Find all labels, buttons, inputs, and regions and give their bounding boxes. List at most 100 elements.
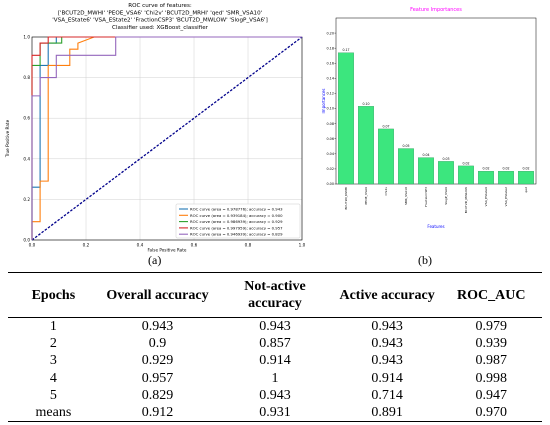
- fi-bar-value-label: 0.05: [402, 144, 409, 148]
- table-cell: 0.914: [371, 370, 403, 386]
- table-cell: 0.979: [475, 319, 508, 334]
- fi-bar: [398, 148, 414, 185]
- table-cell: 0.943: [259, 319, 291, 334]
- table-cell: 0.891: [371, 405, 403, 421]
- fi-ylabel: Importances: [322, 88, 326, 113]
- fi-bar: [358, 106, 374, 185]
- feature-importance-chart: Feature Importances 0.00 0.02 0.04 0.06 0.08 0…: [321, 7, 537, 229]
- header-roc-auc: ROC_AUC: [457, 287, 526, 303]
- fi-bar: [458, 165, 474, 185]
- table-row: 1 0.943 0.943 0.943 0.979: [8, 318, 542, 336]
- fi-bar-value-label: 0.02: [522, 167, 529, 171]
- table-cell: 0.939: [475, 336, 508, 352]
- table-cell: 0.714: [371, 387, 403, 403]
- table-cell: 0.943: [371, 319, 403, 334]
- fi-ytick-label: 0.04: [326, 152, 334, 156]
- roc-title-line: Classifier used: XGBoost_classifier: [112, 25, 209, 31]
- table-cell: means: [35, 405, 72, 421]
- fi-ytick-label: 0.00: [326, 182, 334, 186]
- table-cell: 2: [49, 336, 57, 352]
- roc-series-line: [31, 36, 302, 240]
- header-active-accuracy: Active accuracy: [339, 287, 435, 303]
- table-row: 4 0.957 1 0.914 0.998: [8, 370, 542, 387]
- roc-xtick-label: 0.4: [137, 243, 144, 248]
- table-row: 5 0.829 0.943 0.714 0.947: [8, 387, 542, 404]
- roc-xtick-label: 1.0: [299, 243, 306, 248]
- table-cell: 0.914: [259, 353, 291, 369]
- header-not-active-accuracy: Not-active accuracy: [244, 279, 306, 311]
- roc-series-line: [31, 36, 302, 240]
- table-cell: 1: [49, 319, 57, 334]
- fi-bar: [378, 128, 394, 185]
- roc-diagonal-line: [31, 36, 303, 241]
- table-cell: 3: [49, 353, 57, 369]
- fi-ytick-label: 0.02: [326, 167, 334, 171]
- table-cell: 0.970: [475, 405, 508, 421]
- table-cell: 0.943: [259, 387, 291, 403]
- fi-bar-value-label: 0.03: [442, 157, 449, 161]
- table-cell: 0.9: [148, 336, 167, 352]
- roc-xtick-label: 0.8: [245, 243, 252, 248]
- table-cell: 0.929: [141, 353, 174, 369]
- roc-title-line: ['BCUT2D_MWHI' 'PEOE_VSA6' 'Chi2v' 'BCUT…: [58, 10, 262, 16]
- roc-chart: ROC curve of features:['BCUT2D_MWHI' 'PE…: [5, 3, 306, 253]
- fi-plot-frame: [335, 17, 537, 185]
- fi-ytick-label: 0.06: [326, 137, 334, 141]
- roc-ytick-label: 1.0: [23, 35, 30, 40]
- sublabel-b: (b): [418, 253, 432, 267]
- table-cell: 0.943: [141, 319, 174, 334]
- roc-chart-panel: ROC curve of features: ['BCUT2D_MWHI' 'PE…: [0, 0, 315, 253]
- table-cell: 1: [271, 370, 279, 386]
- fi-xtick-label: FractionCSP3: [424, 187, 428, 207]
- roc-ytick-label: 0.8: [23, 75, 30, 80]
- roc-legend-label: ROC curve (area = 0.986939); accuracy = …: [190, 219, 283, 224]
- roc-legend: [175, 203, 301, 239]
- fi-ytick-label: 0.20: [326, 31, 334, 35]
- header-overall-accuracy: Overall accuracy: [106, 287, 209, 303]
- roc-legend-label: ROC curve (area = 0.978776); accuracy = …: [190, 207, 283, 212]
- fi-bar-value-label: 0.04: [422, 153, 429, 157]
- table-cell: 0.912: [141, 405, 174, 421]
- fi-bar-value-label: 0.02: [482, 167, 489, 171]
- table-cell: 0.829: [141, 387, 174, 403]
- fi-xtick-label: SlogP_VSA6: [444, 187, 448, 205]
- roc-ytick-label: 0.4: [23, 156, 30, 161]
- table-cell: 0.947: [475, 387, 508, 403]
- fi-xtick-label: Chi2v: [384, 187, 388, 196]
- fi-ytick-label: 0.08: [326, 122, 334, 126]
- table-header-row: Epochs Overall accuracy Not-active accur…: [8, 272, 542, 318]
- results-table: Epochs Overall accuracy Not-active accur…: [8, 272, 542, 422]
- roc-series-line: [31, 36, 302, 240]
- fi-xtick-label: SMR_VSA10: [404, 187, 408, 205]
- table-cell: 4: [49, 370, 57, 386]
- table-cell: 5: [49, 387, 57, 403]
- fi-xtick-label: qed: [524, 187, 528, 193]
- table-row: 3 0.929 0.914 0.943 0.987: [8, 352, 542, 369]
- fi-xtick-label: VSA_EState6: [484, 187, 488, 206]
- fi-xtick-label: VSA_EState2: [504, 187, 508, 206]
- fi-bar: [338, 52, 354, 185]
- roc-ytick-label: 0.0: [23, 238, 30, 243]
- fi-xtick-label: BCUT2D_MWLOW: [464, 187, 468, 213]
- fi-xlabel: Features: [427, 224, 444, 229]
- fi-bar-value-label: 0.17: [342, 48, 349, 52]
- roc-legend-label: ROC curve (area = 0.997959); accuracy = …: [190, 225, 283, 230]
- header-epochs: Epochs: [31, 287, 76, 303]
- roc-legend-label: ROC curve (area = 0.946939); accuracy = …: [190, 232, 283, 237]
- roc-title-line: ROC curve of features:: [128, 3, 192, 9]
- fi-bar-value-label: 0.02: [502, 167, 509, 171]
- table-cell: 0.998: [475, 370, 508, 386]
- roc-xlabel: False Positive Rate: [148, 248, 187, 253]
- fi-ytick-label: 0.16: [326, 61, 334, 65]
- feature-importance-panel: Feature Importances 0.00 0.02 0.04 0.06 0.08 0…: [321, 0, 550, 252]
- fi-bar-value-label: 0.10: [362, 102, 369, 106]
- fi-ytick-label: 0.10: [326, 107, 334, 111]
- fi-bar: [438, 161, 454, 185]
- roc-title-line: 'VSA_EState6' 'VSA_EState2' 'FractionCSP…: [52, 18, 268, 24]
- fi-bar: [498, 171, 514, 185]
- table-cell: 0.943: [371, 353, 403, 369]
- fi-bar: [518, 171, 534, 185]
- roc-ylabel: True Positive Rate: [5, 119, 10, 158]
- roc-xtick-label: 0.2: [83, 243, 90, 248]
- table-cell: 0.957: [141, 370, 174, 386]
